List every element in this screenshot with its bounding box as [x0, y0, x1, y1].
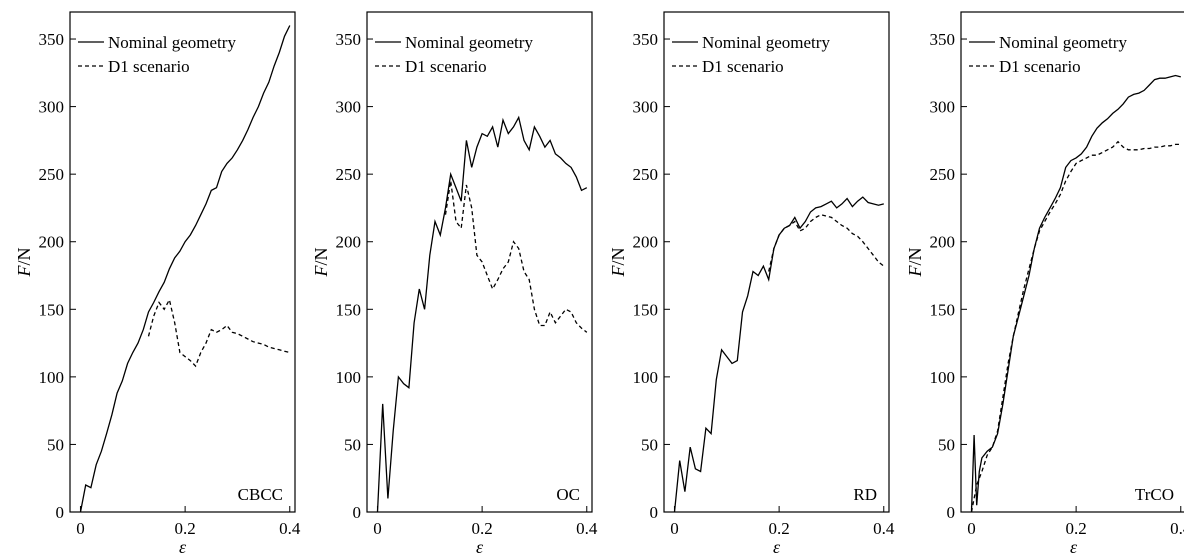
x-tick-label: 0 — [670, 519, 679, 538]
legend-label: Nominal geometry — [405, 33, 533, 52]
plot-frame — [960, 11, 1184, 513]
legend-label: D1 scenario — [702, 57, 784, 76]
y-axis-label-symbol: F — [905, 265, 925, 278]
y-tick-label: 300 — [39, 98, 65, 117]
series-line-nominal-geometry — [79, 25, 291, 513]
y-tick-label: 350 — [633, 30, 659, 49]
legend-label: Nominal geometry — [702, 33, 830, 52]
series-line-nominal-geometry — [673, 196, 884, 513]
y-tick-label: 350 — [930, 30, 956, 49]
y-tick-label: 200 — [336, 233, 362, 252]
x-axis-label: ε — [1070, 537, 1078, 557]
legend-label: Nominal geometry — [999, 33, 1127, 52]
series-line-nominal-geometry — [376, 115, 588, 513]
y-tick-label: 0 — [353, 503, 362, 522]
panel-label: TrCO — [1135, 485, 1174, 504]
x-tick-label: 0.2 — [768, 519, 789, 538]
plot-frame — [663, 11, 890, 513]
y-tick-label: 0 — [56, 503, 65, 522]
y-tick-label: 150 — [336, 300, 362, 319]
y-tick-label: 250 — [930, 165, 956, 184]
x-tick-label: 0 — [76, 519, 85, 538]
series-line-nominal-geometry — [970, 74, 1181, 513]
chart-panel-cbcc: 0 50 100 150 200 250 300 350 0 0.2 0.4 F/N ε Nominal … — [14, 11, 301, 557]
panel-label: CBCC — [238, 485, 283, 504]
x-tick-label: 0.2 — [1065, 519, 1086, 538]
y-tick-label: 50 — [47, 435, 64, 454]
y-tick-label: 250 — [336, 165, 362, 184]
y-tick-label: 350 — [336, 30, 362, 49]
y-axis-label-unit: /N — [311, 247, 331, 265]
y-axis-label-symbol: F — [311, 265, 331, 278]
y-tick-label: 250 — [633, 165, 659, 184]
panel-label: RD — [853, 485, 877, 504]
series-line-d1-scenario — [768, 214, 885, 272]
x-tick-label: 0.4 — [873, 519, 895, 538]
x-tick-label: 0 — [373, 519, 382, 538]
plot-frame — [366, 11, 593, 513]
y-tick-label: 50 — [344, 435, 361, 454]
y-tick-label: 300 — [930, 98, 956, 117]
series-line-d1-scenario — [147, 297, 290, 368]
chart-panel-oc: 0 50 100 150 200 250 300 350 0 0.2 0.4 F/N ε Nominal … — [311, 11, 598, 557]
legend-label: D1 scenario — [108, 57, 190, 76]
y-tick-label: 100 — [336, 368, 362, 387]
y-axis-label-symbol: F — [14, 265, 34, 278]
x-axis-label: ε — [476, 537, 484, 557]
y-tick-label: 150 — [633, 300, 659, 319]
y-tick-label: 100 — [930, 368, 956, 387]
legend-label: D1 scenario — [405, 57, 487, 76]
y-tick-label: 100 — [633, 368, 659, 387]
x-tick-label: 0.2 — [471, 519, 492, 538]
y-axis-label: F/N — [905, 247, 925, 277]
series-line-d1-scenario — [970, 140, 1181, 513]
y-axis-label: F/N — [311, 247, 331, 277]
y-tick-label: 0 — [650, 503, 659, 522]
panel-label: OC — [556, 485, 580, 504]
x-tick-label: 0.2 — [174, 519, 195, 538]
y-tick-label: 350 — [39, 30, 65, 49]
x-axis-label: ε — [773, 537, 781, 557]
legend-label: Nominal geometry — [108, 33, 236, 52]
y-tick-label: 50 — [938, 435, 955, 454]
x-tick-label: 0 — [967, 519, 976, 538]
y-tick-label: 200 — [39, 233, 65, 252]
chart-panel-trco: 0 50 100 150 200 250 300 350 0 0.2 0.4 F/N ε Nominal … — [905, 11, 1184, 557]
y-axis-label-symbol: F — [608, 265, 628, 278]
series-line-d1-scenario — [444, 180, 588, 333]
y-tick-label: 250 — [39, 165, 65, 184]
y-tick-label: 150 — [930, 300, 956, 319]
y-tick-label: 200 — [930, 233, 956, 252]
y-tick-label: 100 — [39, 368, 65, 387]
chart-panel-rd: 0 50 100 150 200 250 300 350 0 0.2 0.4 F/N ε Nominal … — [608, 11, 895, 557]
legend-label: D1 scenario — [999, 57, 1081, 76]
x-axis-label: ε — [179, 537, 187, 557]
y-axis-label: F/N — [608, 247, 628, 277]
plot-frame — [69, 11, 296, 513]
x-tick-label: 0.4 — [576, 519, 598, 538]
y-tick-label: 50 — [641, 435, 658, 454]
x-tick-label: 0.4 — [1170, 519, 1184, 538]
y-tick-label: 150 — [39, 300, 65, 319]
y-tick-label: 300 — [336, 98, 362, 117]
y-axis-label-unit: /N — [905, 247, 925, 265]
y-tick-label: 300 — [633, 98, 659, 117]
y-axis-label-unit: /N — [608, 247, 628, 265]
x-tick-label: 0.4 — [279, 519, 301, 538]
y-axis-label-unit: /N — [14, 247, 34, 265]
y-tick-label: 200 — [633, 233, 659, 252]
y-axis-label: F/N — [14, 247, 34, 277]
y-tick-label: 0 — [947, 503, 956, 522]
